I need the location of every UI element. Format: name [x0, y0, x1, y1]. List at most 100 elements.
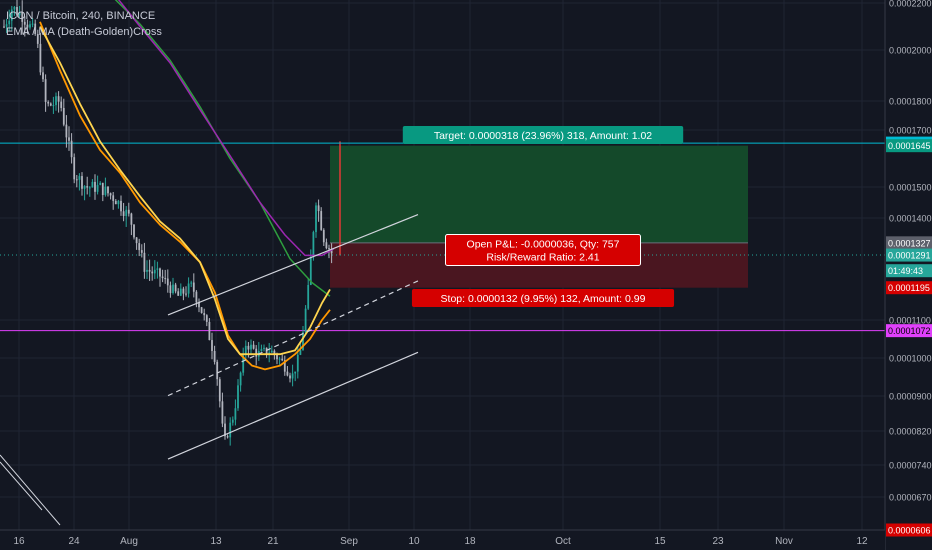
trend-line[interactable] [0, 461, 43, 511]
stop-label[interactable]: Stop: 0.0000132 (9.95%) 132, Amount: 0.9… [411, 289, 675, 307]
candle-body [140, 250, 143, 253]
candle-body [161, 276, 164, 279]
candle-body [23, 21, 26, 25]
stop-label-box [411, 289, 675, 307]
price-badge [886, 281, 932, 295]
candle-body [224, 423, 226, 437]
time-tick-label: 15 [654, 536, 666, 547]
channel-upper-line[interactable] [167, 214, 419, 316]
candle-body [270, 350, 273, 353]
candle-body [260, 348, 263, 352]
candle-body [125, 209, 128, 217]
time-tick-label: 13 [210, 536, 222, 547]
channel-mid-line[interactable] [167, 280, 419, 397]
pnl-label[interactable]: Open P&L: -0.0000036, Qty: 757Risk/Rewar… [445, 234, 641, 266]
candle-body [10, 9, 13, 21]
candle-body [60, 101, 63, 108]
time-tick-label: 24 [68, 536, 80, 547]
candle-body [179, 288, 182, 296]
time-tick-label: 10 [408, 536, 420, 547]
candle-body [169, 285, 172, 294]
candle-body [322, 229, 325, 243]
candle-body [112, 195, 115, 201]
channel-lower-line[interactable] [167, 351, 419, 460]
candle-body [213, 350, 216, 362]
candle-body [315, 205, 317, 233]
candle-body [302, 332, 304, 351]
candle-body [276, 355, 278, 360]
candle-body [3, 26, 5, 28]
price-badge-label: 0.0001645 [888, 141, 931, 151]
candle-body [62, 107, 65, 125]
price-tick-label: 0.0001700 [889, 126, 932, 136]
price-badge [886, 264, 932, 278]
candle-body [78, 176, 81, 180]
candle-body [96, 184, 99, 192]
candle-body [107, 186, 109, 194]
price-badge [886, 236, 932, 250]
candle-body [289, 375, 291, 379]
candle-body [317, 205, 320, 212]
candle-body [44, 79, 47, 102]
candle-body [146, 269, 148, 272]
indicator-title[interactable]: EMA / MA (Death-Golden)Cross [6, 26, 162, 38]
price-tick-label: 0.0000670 [889, 493, 932, 503]
candle-body [255, 348, 258, 357]
price-badge [886, 523, 932, 537]
candle-body [26, 24, 29, 28]
candle-body [117, 200, 120, 205]
candle-body [182, 288, 185, 294]
target-zone[interactable] [330, 145, 748, 243]
candlesticks [3, 0, 333, 446]
candle-body [278, 358, 281, 360]
ema-fast-line[interactable] [39, 21, 331, 371]
candle-body [205, 315, 208, 322]
price-badge-label: 0.0000606 [888, 526, 931, 536]
candle-body [265, 347, 268, 355]
candle-body [281, 358, 284, 361]
candle-body [273, 350, 276, 356]
candle-body [29, 24, 31, 28]
target-label-text: Target: 0.0000318 (23.96%) 318, Amount: … [434, 130, 652, 142]
price-badge-label: 0.0001072 [888, 326, 931, 336]
candle-body [99, 182, 102, 185]
price-tick-label: 0.0002200 [889, 0, 932, 9]
candle-body [263, 347, 265, 349]
price-tick-label: 0.0002000 [889, 46, 932, 56]
candle-body [42, 72, 44, 80]
candle-body [330, 249, 333, 254]
time-axis[interactable] [0, 530, 885, 550]
candle-body [31, 23, 34, 25]
candle-body [172, 284, 174, 294]
candle-body [291, 373, 294, 379]
candle-body [164, 278, 167, 280]
candle-body [34, 23, 37, 35]
candle-body [52, 105, 55, 107]
ma-purple-line[interactable] [110, 0, 335, 257]
candle-body [73, 157, 76, 180]
candle-body [49, 103, 52, 106]
candle-body [138, 243, 141, 251]
candle-body [185, 293, 187, 295]
price-badge [886, 248, 932, 262]
trend-line[interactable] [0, 454, 61, 526]
time-tick-label: 12 [856, 536, 868, 547]
candle-body [304, 308, 307, 333]
price-tick-label: 0.0000900 [889, 392, 932, 402]
candle-body [36, 34, 39, 44]
candle-body [5, 24, 8, 27]
target-label[interactable]: Target: 0.0000318 (23.96%) 318, Amount: … [402, 126, 684, 144]
candle-body [55, 96, 57, 106]
candle-body [151, 271, 154, 274]
symbol-title[interactable]: ICON / Bitcoin, 240, BINANCE [6, 10, 156, 22]
candle-body [65, 124, 68, 138]
candle-body [190, 282, 193, 284]
ema-slow-line[interactable] [39, 26, 331, 356]
price-badge [886, 324, 932, 338]
price-tick-label: 0.0001800 [889, 97, 932, 107]
time-tick-label: 18 [464, 536, 476, 547]
candle-body [86, 186, 89, 188]
candle-body [195, 291, 198, 303]
ma-green-line[interactable] [100, 0, 331, 297]
